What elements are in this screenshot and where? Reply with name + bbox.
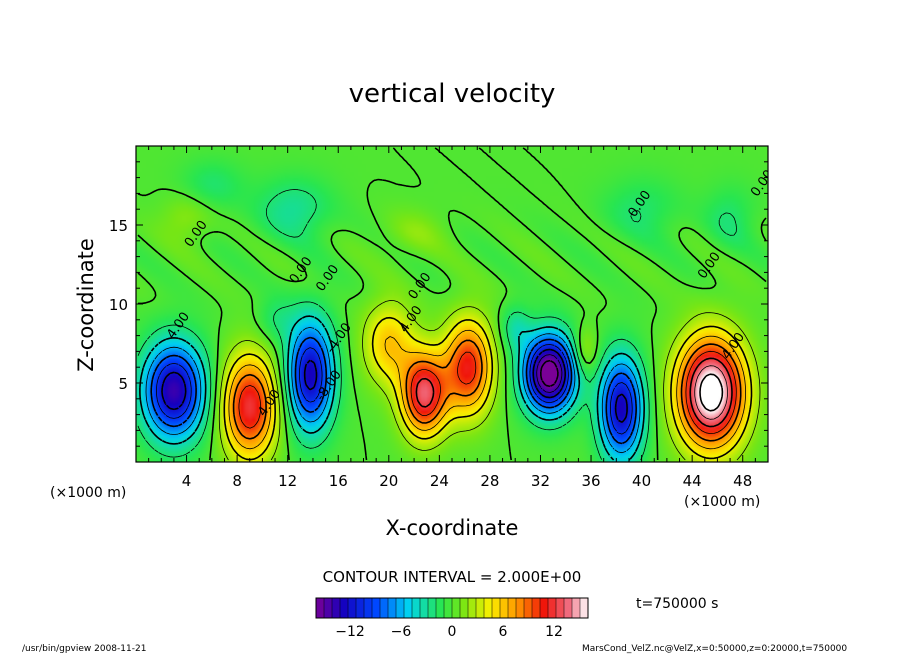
contour-lines [137, 147, 767, 461]
x-tick-label: 12 [278, 472, 297, 490]
colorbar-segment [492, 598, 501, 618]
contour-level [139, 315, 645, 461]
colorbar-segment [340, 598, 349, 618]
colorbar-segment [564, 598, 573, 618]
colorbar-segment [380, 598, 389, 618]
colorbar-segment [556, 598, 565, 618]
x-tick-label: 24 [430, 472, 449, 490]
x-tick-label: 32 [531, 472, 550, 490]
contour-level [540, 359, 559, 388]
contour-level [150, 336, 637, 445]
x-unit-left: (×1000 m) [50, 485, 126, 501]
colorbar-segment [444, 598, 453, 618]
contour-level [699, 373, 724, 412]
colorbar-segment [500, 598, 509, 618]
x-tick-label: 20 [379, 472, 398, 490]
colorbar-segment [428, 598, 437, 618]
x-tick-label: 40 [632, 472, 651, 490]
colorbar-segment [468, 598, 477, 618]
colorbar-frame [315, 597, 589, 619]
colorbar-segment [476, 598, 485, 618]
chart-title: vertical velocity [349, 79, 556, 109]
y-tick-label: 10 [109, 296, 128, 314]
contour-level [137, 147, 767, 461]
time-label: t=750000 s [636, 596, 718, 612]
x-tick-label: 36 [581, 472, 600, 490]
colorbar-segment [532, 598, 541, 618]
colorbar-segment [508, 598, 517, 618]
contour-level [145, 327, 641, 454]
x-axis-ticks: 4 8 12 16 20 24 28 32 36 40 44 48 [135, 146, 769, 490]
footer-right: MarsCond_VelZ.nc@VelZ,x=0:50000,z=0:2000… [582, 644, 847, 654]
colorbar-segment [316, 598, 325, 618]
plot-area: 0.000.000.00 0.000.000.000.004.00 4.00-4.0… [109, 145, 769, 490]
y-axis-label: Z-coordinate [74, 238, 98, 372]
colorbar-segment [404, 598, 413, 618]
footer-left: /usr/bin/gpview 2008-11-21 [22, 644, 146, 654]
x-tick-label: 48 [733, 472, 752, 490]
colorbar-segment [412, 598, 421, 618]
colorbar-segment [548, 598, 557, 618]
x-tick-label: 28 [480, 472, 499, 490]
colorbar-segment [332, 598, 341, 618]
colorbar-segment [356, 598, 365, 618]
contour-level [137, 189, 737, 461]
colorbar-segment [436, 598, 445, 618]
colorbar-segment [348, 598, 357, 618]
colorbar-segment [396, 598, 405, 618]
x-tick-label: 44 [683, 472, 702, 490]
contour-level [223, 316, 753, 461]
contour-level [536, 354, 563, 393]
colorbar-segment [460, 598, 469, 618]
contour-level [415, 357, 733, 428]
contour-level [161, 348, 628, 424]
colorbar-segment [572, 598, 581, 618]
colorbar-tick-label: 6 [499, 624, 508, 640]
x-tick-label: 4 [182, 472, 192, 490]
colorbar-tick-label: −12 [335, 624, 365, 640]
colorbar-segment [516, 598, 525, 618]
colorbar-segment [540, 598, 549, 618]
colorbar: −12 −6 0 6 12 [315, 597, 589, 640]
colorbar-segment [452, 598, 461, 618]
contour-level [218, 300, 761, 461]
contour-level [238, 350, 737, 434]
x-axis-label: X-coordinate [386, 516, 519, 540]
x-tick-label: 8 [232, 472, 242, 490]
colorbar-tick-label: −6 [391, 624, 412, 640]
y-tick-label: 5 [118, 375, 128, 393]
colorbar-tick-label: 12 [545, 624, 563, 640]
colorbar-segment [484, 598, 493, 618]
contour-level [156, 344, 633, 435]
contour-level [228, 329, 746, 450]
contour-level [694, 365, 728, 420]
velocity-field [136, 146, 768, 462]
x-tick-label: 16 [329, 472, 348, 490]
colorbar-segment [324, 598, 333, 618]
contour-interval: CONTOUR INTERVAL = 2.000E+00 [323, 568, 582, 586]
colorbar-segment [420, 598, 429, 618]
colorbar-segment [372, 598, 381, 618]
y-tick-label: 15 [109, 217, 128, 235]
colorbar-segment [580, 598, 589, 618]
colorbar-tick-label: 0 [448, 624, 457, 640]
contour-level [232, 339, 742, 442]
x-unit-right: (×1000 m) [684, 494, 760, 510]
colorbar-segment [524, 598, 533, 618]
y-axis-ticks: 5 10 15 [109, 145, 768, 463]
colorbar-segment [388, 598, 397, 618]
colorbar-segment [364, 598, 373, 618]
